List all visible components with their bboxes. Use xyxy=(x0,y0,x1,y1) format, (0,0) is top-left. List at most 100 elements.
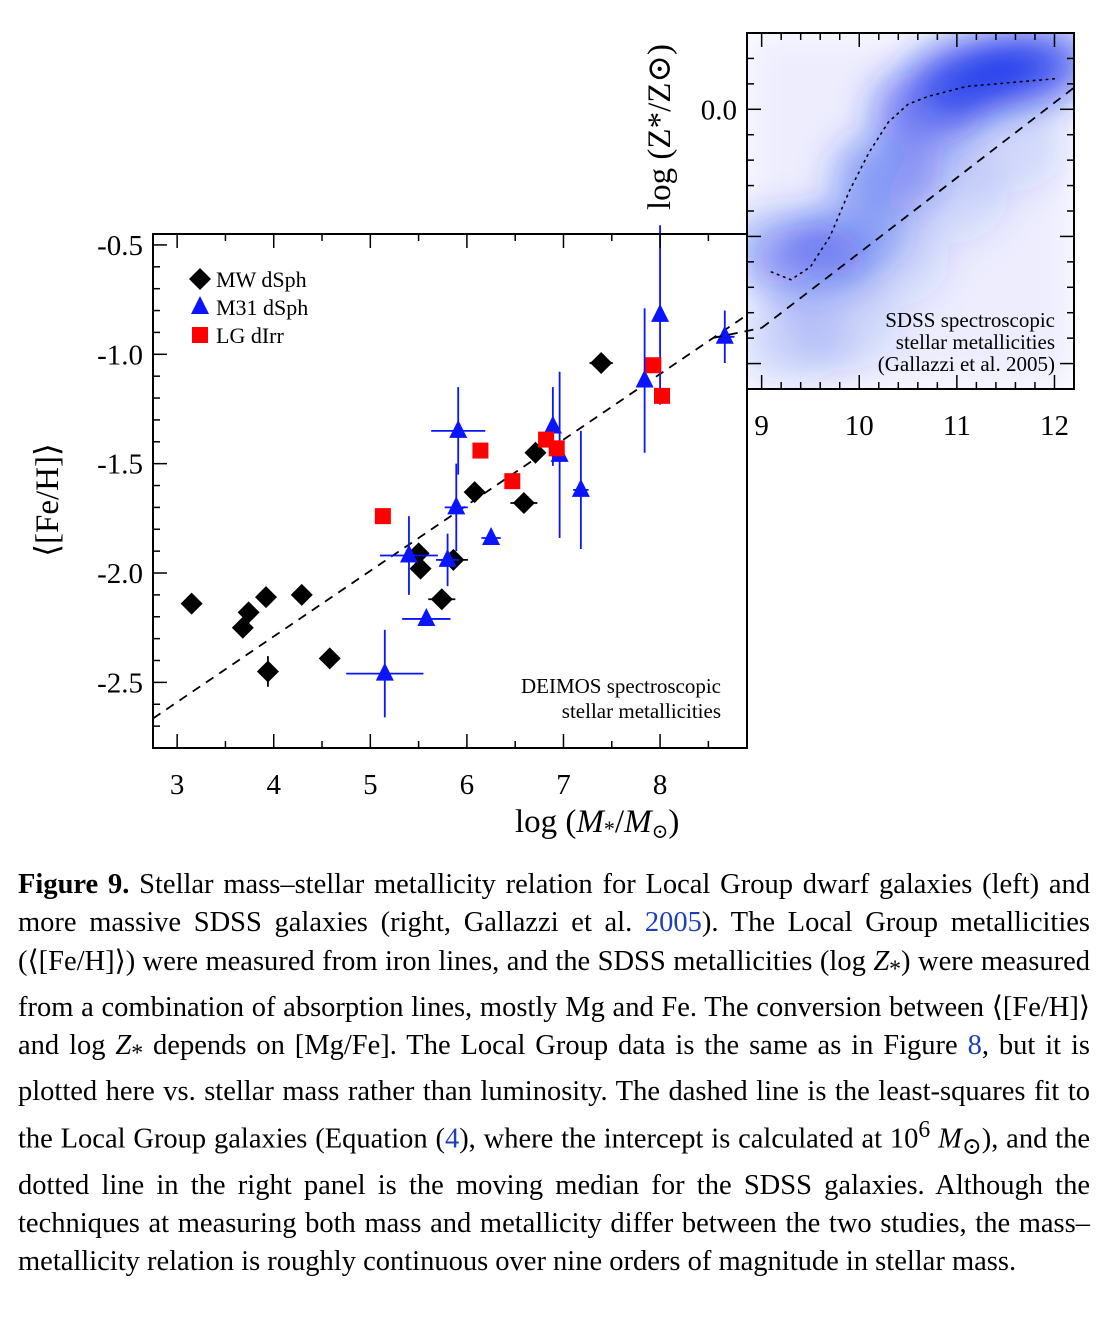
lg-x-tick-label: 8 xyxy=(653,769,668,801)
sdss-note-line-2: stellar metallicities xyxy=(896,330,1055,354)
lg-note-line-2: stellar metallicities xyxy=(562,699,721,723)
legend-m31-dsph-marker xyxy=(191,296,209,314)
m31-dsph-point xyxy=(449,419,468,438)
lg-x-tick-label: 3 xyxy=(170,769,185,801)
m31-dsph-point xyxy=(417,607,436,626)
m31-dsph-point xyxy=(438,548,457,567)
sdss-x-tick-label: 11 xyxy=(943,410,971,442)
mw-dsph-point xyxy=(180,592,203,615)
caption-msun: M xyxy=(930,1123,962,1155)
m31-dsph-point xyxy=(447,496,466,515)
lg-x-tick-label: 7 xyxy=(556,769,571,801)
lg-x-tick-label: 4 xyxy=(266,769,281,801)
mw-dsph-point xyxy=(318,647,341,670)
figure-caption: Figure 9. Stellar mass–stellar metallici… xyxy=(18,866,1090,1282)
caption-z-sub-1: * xyxy=(889,956,902,983)
mw-dsph-point xyxy=(256,660,279,683)
sdss-density-tail xyxy=(828,216,949,307)
lg-data-points xyxy=(180,225,735,718)
mw-dsph-point xyxy=(255,586,278,609)
sdss-density-tail xyxy=(945,102,1066,193)
lg-x-axis-title: log (M*/M⊙) xyxy=(515,804,679,843)
sdss-tick-labels: 9 10 11 12 0.0 xyxy=(701,94,1069,442)
mw-dsph-point xyxy=(430,588,453,611)
mw-dsph-point xyxy=(409,557,432,580)
mw-dsph-point xyxy=(463,481,486,504)
lg-y-tick-label: -2.5 xyxy=(97,667,143,699)
lg-axis-ticks xyxy=(153,234,710,749)
sdss-fit-line xyxy=(761,86,1074,329)
m31-dsph-point xyxy=(651,303,670,322)
caption-text-2: ). The Local Group metallicities (⟨[Fe/H… xyxy=(18,907,1090,977)
lg-y-tick-label: -1.0 xyxy=(97,339,143,371)
mw-dsph-point xyxy=(590,352,613,375)
caption-ref-gallazzi[interactable]: 2005 xyxy=(644,907,702,939)
lg-dirr-point xyxy=(472,442,489,459)
caption-exponent: 6 xyxy=(918,1117,931,1144)
caption-msun-sub: ⊙ xyxy=(961,1134,982,1161)
caption-z-symbol-2: Z xyxy=(115,1029,132,1061)
m31-dsph-point xyxy=(635,369,654,388)
legend-mw-dsph-label: MW dSph xyxy=(216,267,307,292)
mw-dsph-point xyxy=(290,583,313,606)
mw-dsph-point xyxy=(237,601,260,624)
lg-y-axis-title: ⟨[Fe/H]⟩ xyxy=(30,443,66,557)
lg-note: DEIMOS spectroscopic stellar metalliciti… xyxy=(521,674,721,723)
local-group-panel: 3 4 5 6 7 8 -2.5 -2.0 -1.5 -1.0 -0.5 log (M*/M⊙) ⟨… xyxy=(30,225,748,843)
caption-z-sub-2: * xyxy=(131,1040,144,1067)
m31-dsph-point xyxy=(543,415,562,434)
caption-text-3: ) were measured from a combination of ab… xyxy=(18,945,1091,1061)
sdss-y-axis-title: log (Z*/Z⊙) xyxy=(642,44,678,210)
lg-note-line-1: DEIMOS spectroscopic xyxy=(521,674,721,698)
lg-x-tick-label: 5 xyxy=(363,769,378,801)
sdss-note-line-1: SDSS spectroscopic xyxy=(885,308,1055,332)
sdss-note: SDSS spectroscopic stellar metallicities… xyxy=(878,308,1055,376)
sdss-x-tick-label: 9 xyxy=(754,410,769,442)
lg-y-tick-label: -1.5 xyxy=(97,449,143,481)
sdss-x-tick-label: 10 xyxy=(845,410,874,442)
sdss-density-map xyxy=(747,33,1074,389)
caption-text-5: , but it is plotted here vs. stellar mas… xyxy=(18,1029,1091,1155)
sdss-density-blob xyxy=(989,33,1074,102)
sdss-note-line-3: (Gallazzi et al. 2005) xyxy=(878,352,1055,376)
lg-dirr-point xyxy=(654,387,671,404)
m31-dsph-point xyxy=(375,662,394,681)
caption-ref-equation-4[interactable]: 4 xyxy=(444,1123,460,1155)
figure-9: 9 10 11 12 0.0 log (Z*/Z⊙) SDSS spectroscopi… xyxy=(30,32,1075,843)
sdss-dashed-fit-line xyxy=(761,86,1074,329)
legend: MW dSph M31 dSph LG dIrr xyxy=(189,267,308,348)
caption-text-4: depends on [Mg/Fe]. The Local Group data… xyxy=(143,1029,968,1061)
mw-dsph-point xyxy=(512,492,535,515)
fit-line-bridge xyxy=(713,327,762,339)
m31-dsph-point xyxy=(482,527,501,546)
sdss-axis-ticks xyxy=(747,32,1075,390)
legend-lg-dirr-label: LG dIrr xyxy=(216,323,284,348)
sdss-x-tick-label: 12 xyxy=(1040,410,1069,442)
caption-z-symbol-1: Z xyxy=(873,945,890,977)
sdss-moving-median xyxy=(770,78,1056,281)
lg-dirr-point xyxy=(548,440,565,457)
legend-m31-dsph-label: M31 dSph xyxy=(216,295,308,320)
lg-tick-labels: 3 4 5 6 7 8 -2.5 -2.0 -1.5 -1.0 -0.5 xyxy=(97,230,667,801)
m31-dsph-point xyxy=(571,478,590,497)
sdss-y-tick-label: 0.0 xyxy=(701,94,737,126)
caption-ref-figure-8[interactable]: 8 xyxy=(967,1029,982,1061)
caption-text-7: ), and the dotted line in the right pane… xyxy=(18,1123,1090,1278)
lg-dirr-point xyxy=(645,357,662,374)
lg-dirr-point xyxy=(504,473,521,490)
lg-y-tick-label: -2.0 xyxy=(97,558,143,590)
caption-text-6: ), where the intercept is calculated at … xyxy=(459,1123,919,1155)
caption-text-1: Stellar mass–stellar metallicity relatio… xyxy=(18,869,1090,939)
legend-mw-dsph-marker xyxy=(189,268,211,290)
sdss-panel: 9 10 11 12 0.0 log (Z*/Z⊙) SDSS spectroscopi… xyxy=(642,32,1075,442)
m31-dsph-point xyxy=(399,544,418,563)
caption-label: Figure 9. xyxy=(18,869,130,900)
lg-dirr-point xyxy=(374,508,391,525)
legend-lg-dirr-marker xyxy=(192,327,208,343)
m31-dsph-point xyxy=(715,325,734,344)
lg-y-tick-label: -0.5 xyxy=(97,230,143,262)
sdss-median-line xyxy=(770,78,1056,281)
lg-x-tick-label: 6 xyxy=(460,769,475,801)
lg-frame xyxy=(152,233,748,749)
sdss-density-blobs xyxy=(747,33,1074,389)
